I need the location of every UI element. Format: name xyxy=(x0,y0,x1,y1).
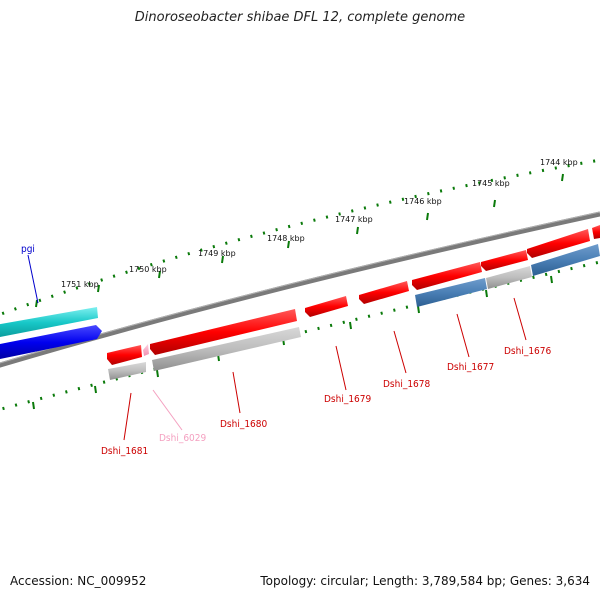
gene-label-dshi-1679: Dshi_1679 xyxy=(324,394,371,405)
genome-title: Dinoroseobacter shibae DFL 12, complete … xyxy=(134,10,466,25)
gene-label-dshi-6029: Dshi_6029 xyxy=(159,433,206,444)
gene-label-dshi-1681: Dshi_1681 xyxy=(101,446,148,457)
genome-backbone xyxy=(0,211,600,368)
inner-scale-ticks xyxy=(32,275,553,410)
outer-scale-dots xyxy=(0,158,600,317)
next-gene-arrow[interactable] xyxy=(527,229,590,258)
next-gene-feature[interactable] xyxy=(531,244,600,276)
scale-label-1745: 1745 kbp xyxy=(472,179,510,188)
dshi-1677-feature[interactable] xyxy=(415,278,487,307)
scale-label-1750: 1750 kbp xyxy=(129,265,167,274)
scale-label-1744: 1744 kbp xyxy=(540,158,578,167)
dshi-1679-gene-arrow[interactable] xyxy=(305,296,348,317)
pgi-gene-feature[interactable] xyxy=(0,307,98,338)
scale-label-1748: 1748 kbp xyxy=(267,234,305,243)
scale-label-1749: 1749 kbp xyxy=(198,249,236,258)
outer-scale-ticks xyxy=(35,173,564,308)
pgi-gene-arrow[interactable] xyxy=(0,325,102,360)
gene-label-dshi-1677: Dshi_1677 xyxy=(447,362,494,373)
dshi-1677-gene-arrow[interactable] xyxy=(412,262,482,290)
dshi-1676-gene-arrow[interactable] xyxy=(481,250,528,271)
gene-label-pgi: pgi xyxy=(21,244,35,255)
scale-label-1746: 1746 kbp xyxy=(404,197,442,206)
dshi-6029-gene-arrow[interactable] xyxy=(143,344,149,356)
genome-summary-text: Topology: circular; Length: 3,789,584 bp… xyxy=(260,574,590,588)
edge-gene-arrow[interactable] xyxy=(592,225,600,239)
dshi-1678-gene-arrow[interactable] xyxy=(359,281,409,304)
dshi-1681-gene-arrow[interactable] xyxy=(107,345,142,365)
gene-label-dshi-1680: Dshi_1680 xyxy=(220,419,267,430)
accession-text: Accession: NC_009952 xyxy=(10,574,147,588)
dshi-1681-feature[interactable] xyxy=(108,362,146,380)
scale-label-1751: 1751 kbp xyxy=(61,280,99,289)
scale-label-1747: 1747 kbp xyxy=(335,215,373,224)
dshi-1676-feature[interactable] xyxy=(486,266,532,289)
dshi-1680-feature[interactable] xyxy=(152,327,301,371)
gene-label-dshi-1678: Dshi_1678 xyxy=(383,379,430,390)
label-leaders xyxy=(27,254,527,441)
gene-label-dshi-1676: Dshi_1676 xyxy=(504,346,551,357)
dshi-1680-gene-arrow[interactable] xyxy=(150,309,297,355)
